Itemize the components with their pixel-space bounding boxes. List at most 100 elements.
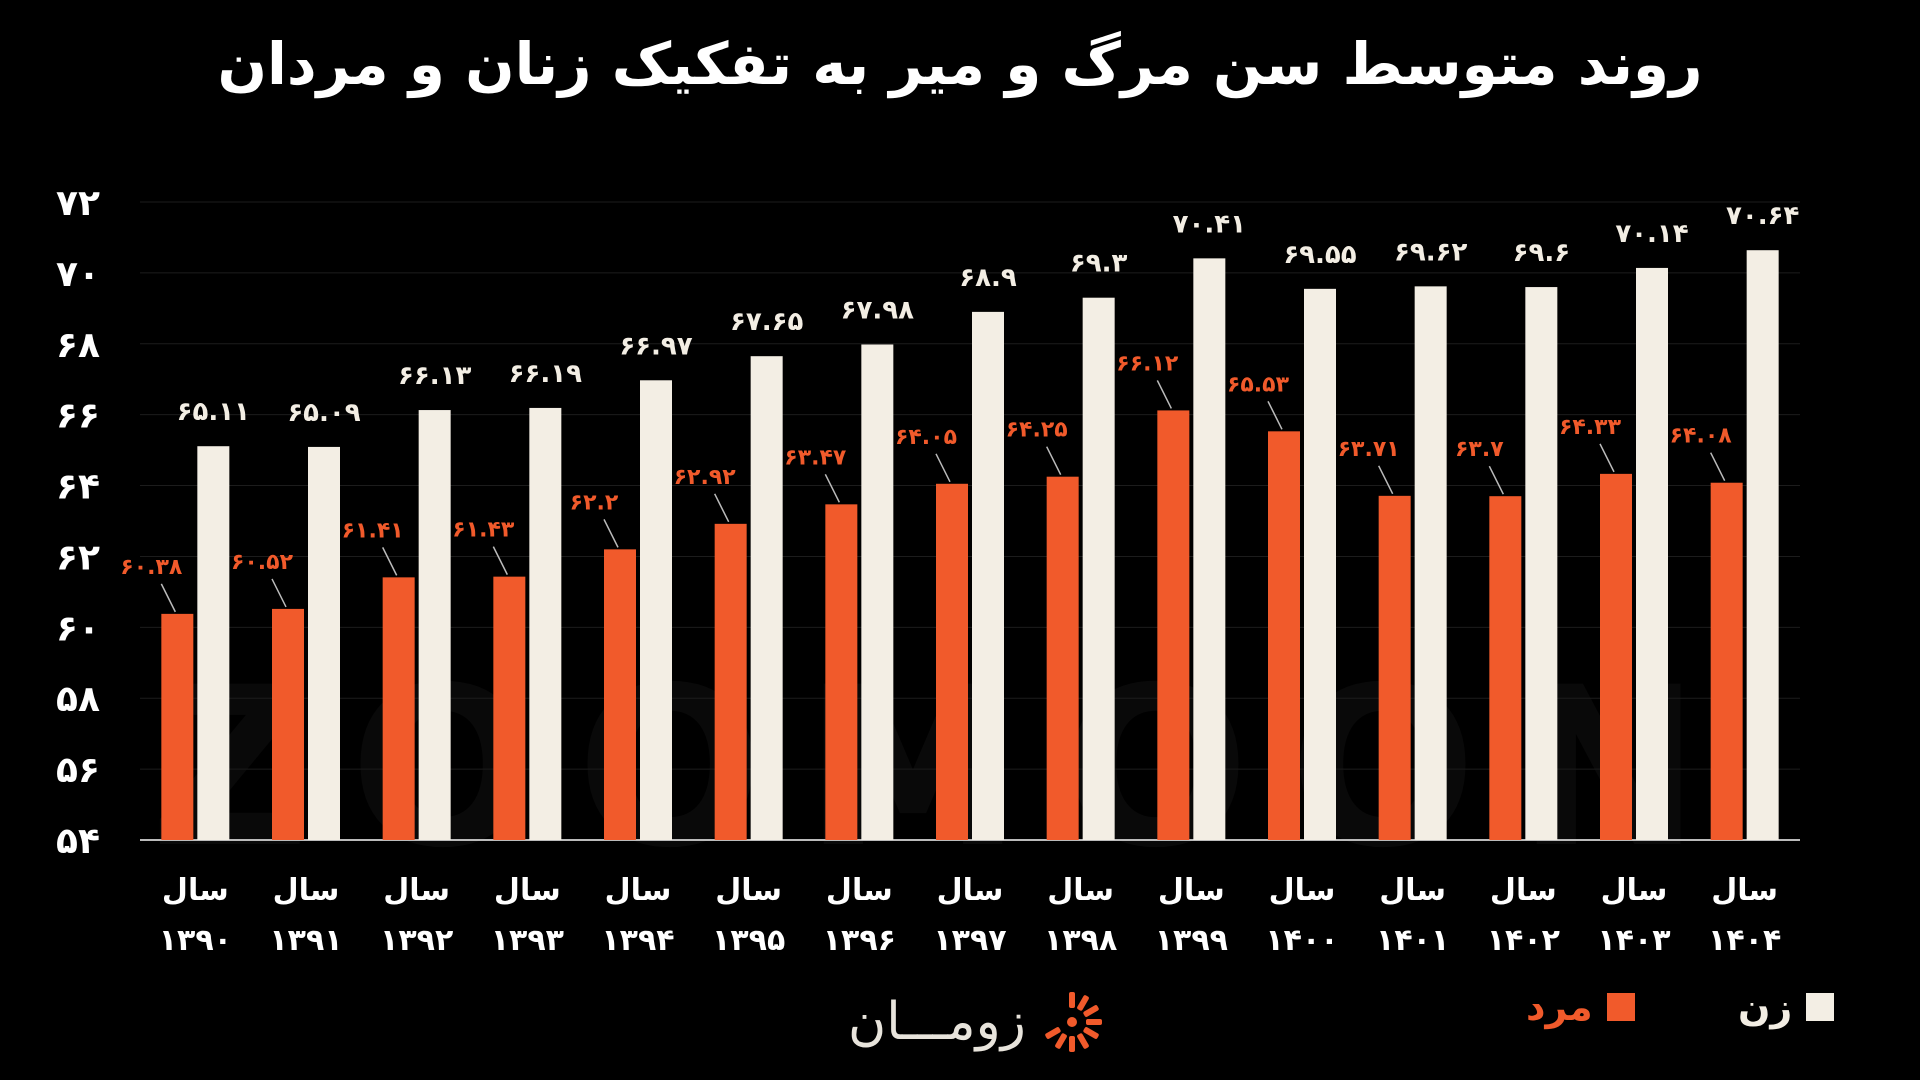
bar-male	[493, 576, 526, 840]
data-label-female: ۶۶.۱۹	[509, 359, 582, 389]
data-label-female: ۶۷.۶۵	[730, 307, 803, 337]
x-tick-label-prefix: سال	[1379, 873, 1446, 908]
data-label-male: ۶۶.۱۲	[1116, 351, 1179, 376]
x-tick-label-prefix: سال	[826, 873, 893, 908]
brand-logo: زومـــان	[848, 990, 1104, 1054]
x-tick-label-prefix: سال	[1158, 873, 1225, 908]
leader-line	[160, 583, 177, 613]
data-label-female: ۶۹.۶	[1513, 238, 1570, 268]
data-label-female: ۶۶.۱۳	[398, 361, 471, 391]
data-label-female: ۶۵.۱۱	[177, 397, 250, 427]
bar-male	[1600, 473, 1632, 840]
y-tick-label: ۵۸	[56, 679, 100, 720]
data-label-male: ۶۰.۳۸	[120, 555, 183, 580]
data-label-female: ۷۰.۴۱	[1173, 209, 1246, 239]
x-tick-label-prefix: سال	[715, 873, 782, 908]
x-tick-label: ۱۳۹۴	[601, 923, 674, 958]
sunburst-icon	[1045, 992, 1102, 1052]
bar-female	[640, 380, 672, 840]
bar-female	[1525, 287, 1558, 841]
x-tick-label-prefix: سال	[494, 873, 561, 908]
bar-female	[1414, 286, 1447, 840]
data-label-female: ۷۰.۶۴	[1726, 201, 1799, 231]
x-tick-label-prefix: سال	[1711, 873, 1778, 908]
data-label-male: ۶۴.۳۳	[1559, 415, 1622, 440]
y-tick-label: ۶۸	[56, 325, 100, 366]
x-tick-label: ۱۴۰۰	[1265, 923, 1338, 958]
legend-male-swatch	[1606, 993, 1635, 1021]
data-label-male: ۶۳.۷۱	[1338, 437, 1400, 462]
x-tick-label: ۱۳۹۳	[491, 923, 564, 958]
bar-male	[936, 483, 968, 840]
y-tick-label: ۵۶	[56, 750, 100, 791]
leader-line	[1709, 452, 1726, 482]
legend-female-swatch	[1806, 993, 1835, 1021]
leader-line	[1377, 465, 1394, 495]
bar-male	[604, 549, 636, 840]
leader-line	[603, 519, 619, 548]
bar-female	[972, 311, 1004, 840]
data-label-female: ۶۹.۶۲	[1394, 237, 1467, 267]
data-label-female: ۶۷.۹۸	[841, 295, 914, 325]
data-label-female: ۶۶.۹۷	[619, 331, 692, 361]
data-label-male: ۶۲.۲	[570, 490, 619, 515]
data-label-male: ۶۴.۰۸	[1670, 424, 1733, 449]
legend-male: مرد	[1526, 985, 1635, 1029]
bar-male	[1378, 495, 1411, 840]
bar-female	[1082, 297, 1115, 840]
leader-line	[1599, 443, 1615, 473]
legend-female-label: زن	[1738, 985, 1793, 1029]
x-tick-label-prefix: سال	[1047, 873, 1114, 908]
x-tick-label-prefix: سال	[1490, 873, 1557, 908]
brand-name: زومـــان	[848, 992, 1026, 1052]
chart-title: روند متوسط سن مرگ و میر به تفکیک زنان و …	[217, 30, 1703, 98]
x-tick-label: ۱۳۹۷	[933, 923, 1006, 958]
bar-male	[714, 523, 747, 840]
x-tick-label: ۱۳۹۸	[1044, 923, 1117, 958]
x-tick-label-prefix: سال	[1269, 873, 1336, 908]
data-label-male: ۶۳.۷	[1455, 437, 1504, 462]
data-label-female: ۶۹.۵۵	[1283, 240, 1356, 270]
bar-female	[861, 344, 894, 840]
leader-line	[824, 474, 841, 503]
data-label-male: ۶۴.۲۵	[1006, 418, 1068, 443]
bar-female	[750, 356, 783, 840]
bar-female	[529, 407, 562, 840]
bar-female	[418, 410, 451, 840]
data-label-male: ۶۵.۵۳	[1227, 372, 1290, 397]
x-tick-label-prefix: سال	[1601, 873, 1668, 908]
data-label-female: ۶۸.۹	[959, 263, 1017, 293]
legend-female: زن	[1738, 985, 1835, 1029]
bar-male	[1157, 410, 1190, 840]
bar-male	[1489, 496, 1522, 840]
data-label-female: ۶۹.۳	[1070, 249, 1128, 279]
x-tick-label-prefix: سال	[605, 873, 672, 908]
y-tick-label: ۶۲	[56, 537, 100, 578]
data-label-male: ۶۱.۴۳	[452, 518, 515, 543]
y-tick-label: ۷۰	[56, 254, 100, 295]
x-tick-label-prefix: سال	[273, 873, 340, 908]
data-label-male: ۶۳.۴۷	[784, 445, 847, 470]
bar-chart: ۵۴ ۵۶ ۵۸ ۶۰ ۶۲ ۶۴ ۶۶ ۶۸ ۷۰ ۷۲ ۶۵.۱۱ ۶۰.۳۸ سال ۱۳۹۰ ۶۵.…	[56, 183, 1800, 958]
legend-male-label: مرد	[1526, 985, 1593, 1029]
bar-male	[272, 608, 304, 840]
bar-female	[1304, 288, 1336, 841]
bar-male	[382, 577, 415, 840]
x-tick-label-prefix: سال	[383, 873, 450, 908]
bar-male	[1268, 431, 1300, 840]
y-tick-label: ۶۴	[56, 467, 100, 508]
leader-line	[935, 453, 951, 483]
x-tick-label-prefix: سال	[937, 873, 1004, 908]
bar-male	[1710, 482, 1743, 840]
x-tick-label: ۱۴۰۱	[1376, 923, 1449, 958]
x-tick-label: ۱۳۹۰	[159, 923, 232, 958]
x-tick-label: ۱۴۰۳	[1597, 923, 1670, 958]
bar-female	[1746, 250, 1779, 840]
data-label-male: ۶۰.۵۲	[231, 550, 294, 575]
bar-male	[825, 504, 858, 840]
y-tick-label: ۶۰	[56, 608, 100, 649]
leader-line	[1156, 380, 1173, 409]
data-label-female: ۷۰.۱۴	[1615, 219, 1688, 249]
leader-line	[1488, 465, 1505, 495]
leader-line	[381, 547, 398, 576]
